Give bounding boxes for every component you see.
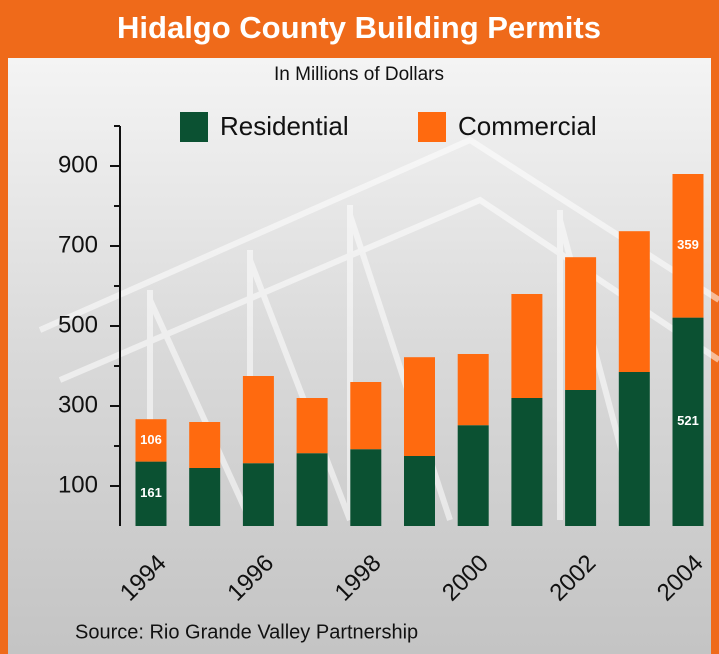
- data-label: 161: [140, 485, 162, 500]
- data-label: 106: [140, 432, 162, 447]
- bar-segment: [565, 390, 597, 526]
- data-label: 359: [677, 237, 699, 252]
- bar-segment: [242, 376, 274, 464]
- bar-segment: [189, 422, 221, 468]
- bar-segment: [189, 468, 221, 526]
- chart-subtitle: In Millions of Dollars: [274, 64, 444, 85]
- y-tick-label: 500: [58, 311, 98, 338]
- legend-label: Commercial: [458, 111, 597, 141]
- y-tick-label: 700: [58, 231, 98, 258]
- bar-segment: [618, 231, 650, 372]
- bar-segment: [404, 456, 435, 526]
- chart-title: Hidalgo County Building Permits: [117, 10, 601, 45]
- legend-label: Residential: [220, 111, 349, 141]
- bar-segment: [135, 461, 167, 526]
- bar-segment: [404, 357, 435, 456]
- bar-segment: [296, 453, 328, 526]
- data-label: 521: [677, 413, 699, 428]
- y-tick-label: 100: [58, 471, 98, 498]
- bar-segment: [511, 398, 543, 526]
- bar-segment: [511, 294, 543, 398]
- bar-segment: [672, 174, 704, 318]
- bar-segment: [242, 463, 274, 526]
- source-note: Source: Rio Grande Valley Partnership: [75, 621, 418, 643]
- bar-segment: [457, 425, 489, 526]
- bar-segment: [135, 419, 167, 462]
- y-tick-label: 300: [58, 391, 98, 418]
- bar-segment: [350, 449, 382, 526]
- y-tick-label: 900: [58, 151, 98, 178]
- bar-segment: [618, 372, 650, 526]
- legend-swatch: [180, 112, 208, 142]
- bar-segment: [350, 382, 382, 450]
- bar-segment: [565, 257, 597, 390]
- bar-segment: [296, 398, 328, 454]
- bar-segment: [672, 317, 704, 526]
- bar-segment: [457, 354, 489, 426]
- legend-swatch: [418, 112, 446, 142]
